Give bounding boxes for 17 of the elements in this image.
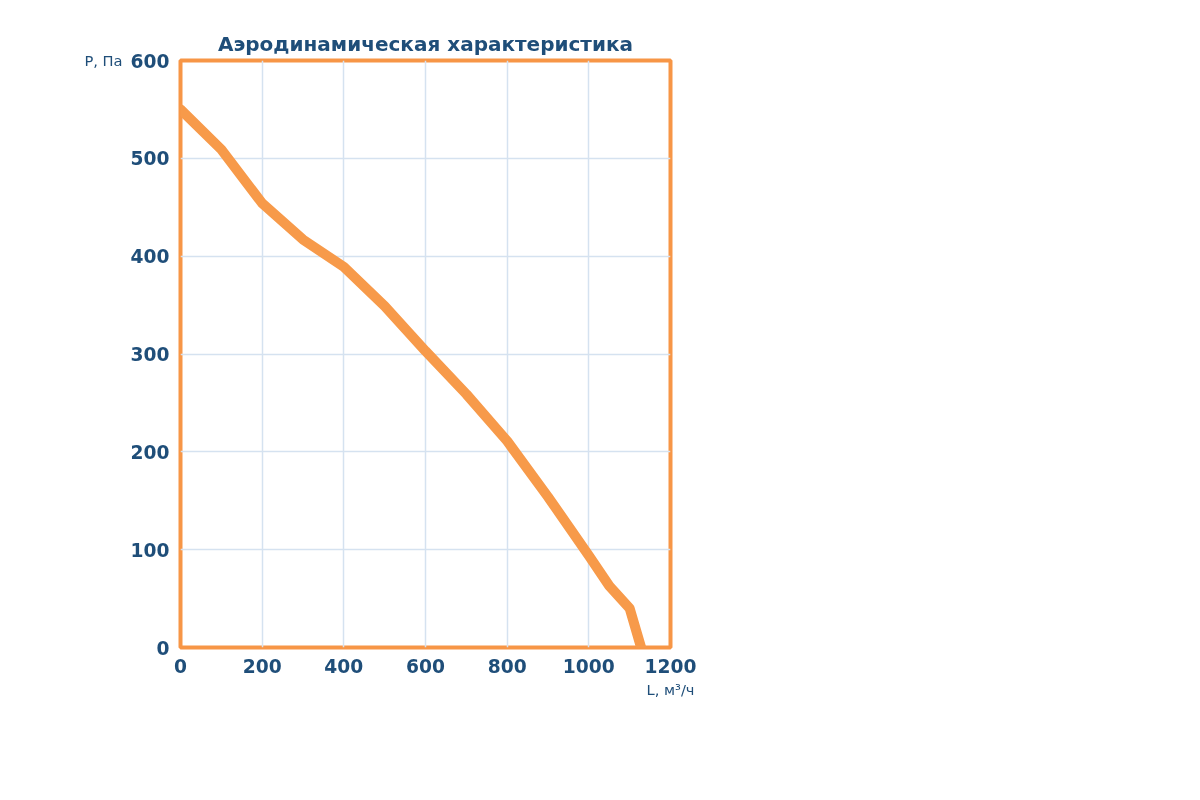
- chart-title: Аэродинамическая характеристика: [217, 31, 634, 56]
- x-axis-title: L, м³/ч: [646, 680, 695, 698]
- y-axis-title: P, Па: [84, 52, 123, 69]
- y-tick-label: 0: [156, 637, 170, 659]
- x-tick-label: 200: [242, 655, 282, 677]
- x-tick-label: 800: [487, 655, 527, 677]
- x-tick-label: 400: [324, 655, 364, 677]
- y-tick-label: 100: [130, 539, 170, 561]
- y-tick-label: 300: [130, 344, 170, 365]
- y-tick-label: 400: [130, 246, 170, 268]
- x-tick-label: 0: [174, 655, 188, 677]
- y-tick-label: 500: [130, 148, 170, 170]
- y-tick-label: 200: [130, 441, 170, 463]
- y-tick-label: 600: [130, 50, 170, 72]
- x-tick-label: 600: [406, 655, 445, 677]
- x-tick-label: 1200: [644, 655, 697, 677]
- x-tick-label: 1000: [562, 655, 615, 677]
